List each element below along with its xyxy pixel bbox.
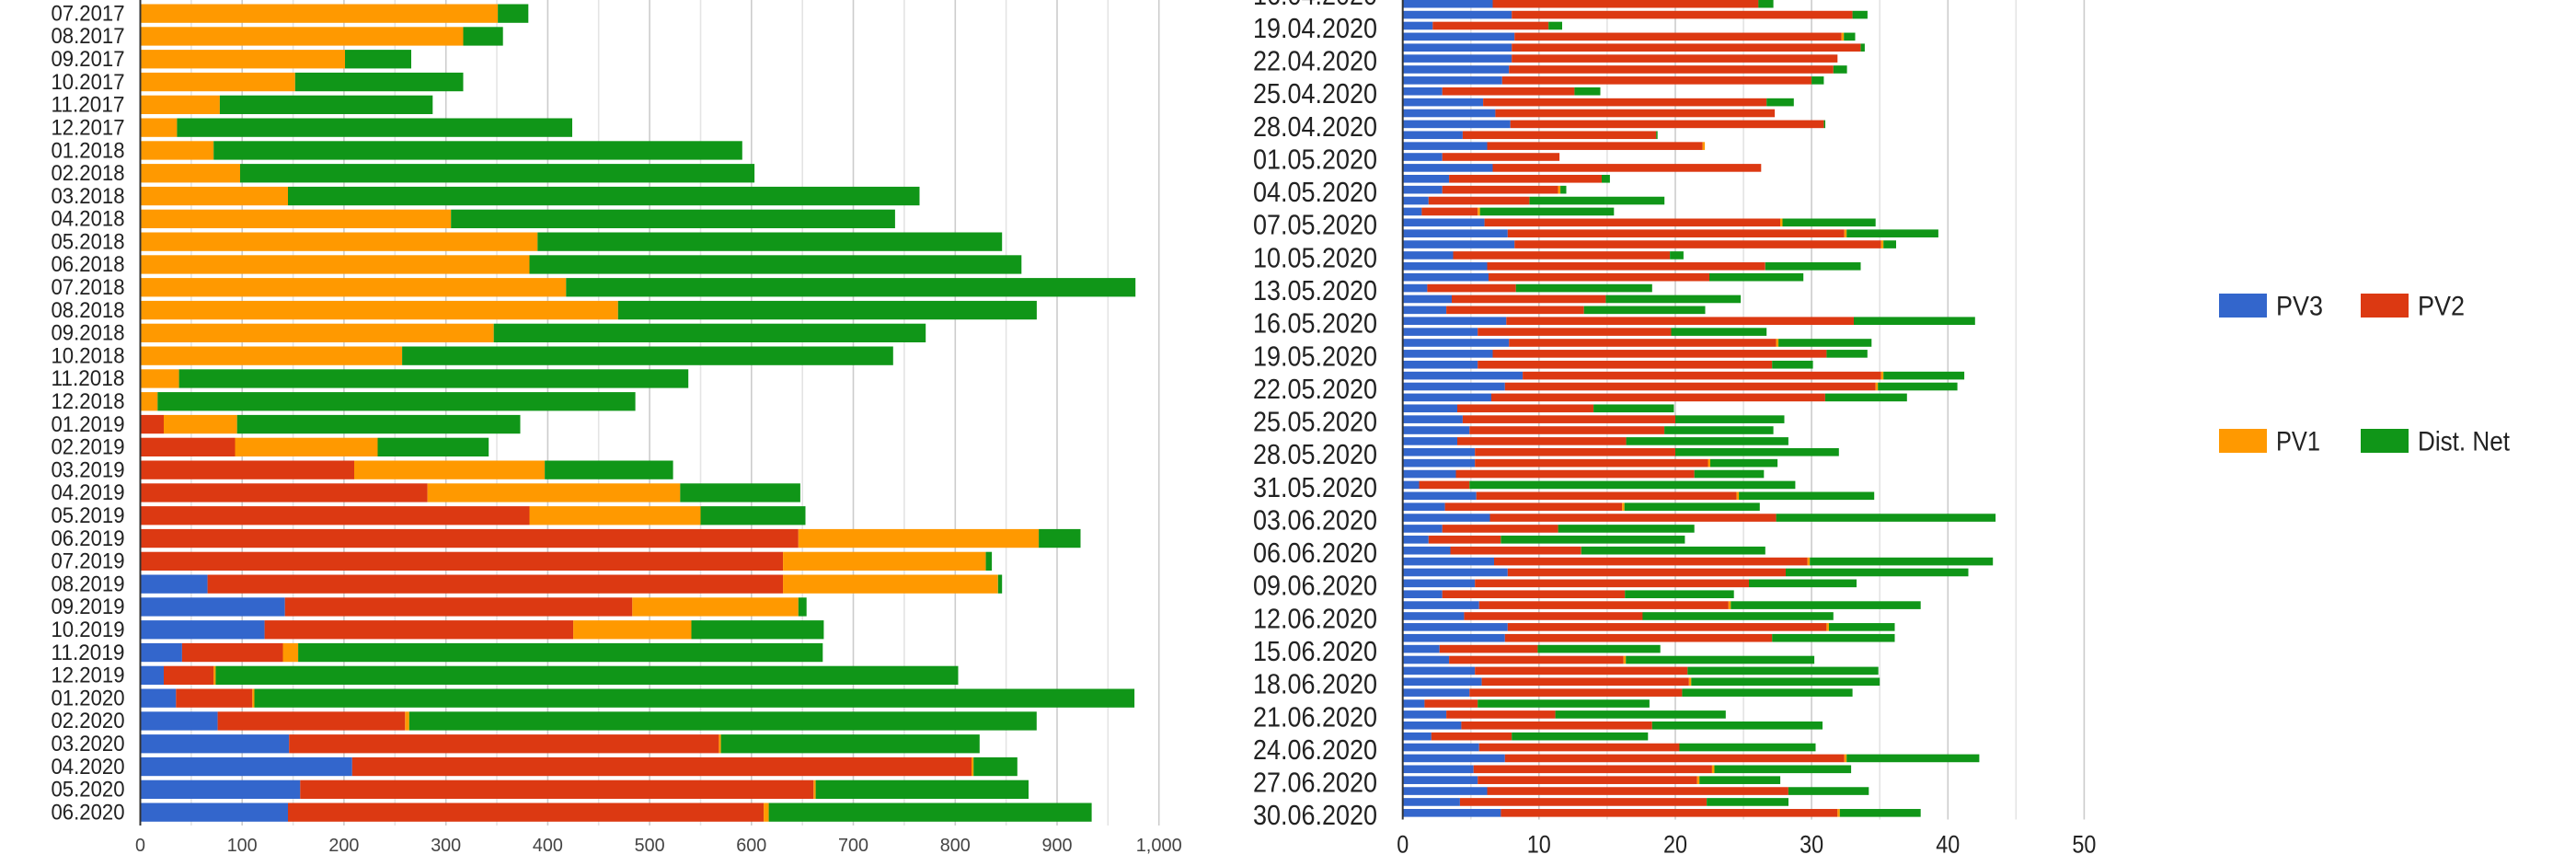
svg-text:07.05.2020: 07.05.2020 — [1253, 209, 1377, 241]
svg-text:1,000: 1,000 — [1136, 835, 1182, 856]
svg-text:800: 800 — [940, 835, 971, 856]
svg-text:PV3: PV3 — [2276, 292, 2323, 322]
svg-text:22.04.2020: 22.04.2020 — [1253, 45, 1377, 77]
svg-text:11.2017: 11.2017 — [52, 93, 125, 118]
svg-text:10: 10 — [1527, 830, 1551, 858]
svg-text:19.04.2020: 19.04.2020 — [1253, 12, 1377, 44]
svg-text:07.2017: 07.2017 — [52, 1, 125, 26]
svg-text:09.2019: 09.2019 — [52, 595, 125, 619]
svg-text:16.05.2020: 16.05.2020 — [1253, 307, 1377, 340]
svg-text:10.2019: 10.2019 — [52, 618, 125, 642]
svg-text:10.2018: 10.2018 — [52, 343, 125, 368]
svg-text:16.04.2020: 16.04.2020 — [1253, 0, 1377, 11]
svg-text:12.2019: 12.2019 — [52, 664, 125, 688]
svg-text:24.06.2020: 24.06.2020 — [1253, 733, 1377, 766]
svg-text:PV1: PV1 — [2276, 427, 2320, 457]
svg-text:18.06.2020: 18.06.2020 — [1253, 668, 1377, 700]
svg-text:200: 200 — [328, 835, 359, 856]
svg-text:08.2017: 08.2017 — [52, 24, 125, 49]
svg-text:03.06.2020: 03.06.2020 — [1253, 504, 1377, 537]
svg-text:19.05.2020: 19.05.2020 — [1253, 340, 1377, 372]
svg-text:06.2018: 06.2018 — [52, 252, 125, 277]
svg-text:12.06.2020: 12.06.2020 — [1253, 602, 1377, 634]
svg-text:02.2018: 02.2018 — [52, 161, 125, 186]
svg-text:04.2018: 04.2018 — [52, 207, 125, 232]
svg-text:07.2018: 07.2018 — [52, 275, 125, 300]
svg-text:20: 20 — [1663, 830, 1687, 858]
svg-text:0: 0 — [135, 835, 145, 856]
svg-text:50: 50 — [2072, 830, 2096, 858]
svg-text:100: 100 — [227, 835, 258, 856]
svg-text:04.2020: 04.2020 — [52, 755, 125, 779]
svg-text:13.05.2020: 13.05.2020 — [1253, 274, 1377, 306]
svg-text:09.2018: 09.2018 — [52, 321, 125, 346]
svg-text:28.05.2020: 28.05.2020 — [1253, 438, 1377, 470]
svg-text:01.2019: 01.2019 — [52, 412, 125, 437]
svg-text:0: 0 — [1397, 830, 1409, 858]
svg-text:22.05.2020: 22.05.2020 — [1253, 373, 1377, 405]
svg-text:12.2018: 12.2018 — [52, 389, 125, 414]
svg-text:04.2019: 04.2019 — [52, 480, 125, 505]
svg-text:11.2019: 11.2019 — [52, 641, 125, 665]
svg-text:08.2018: 08.2018 — [52, 298, 125, 323]
svg-text:03.2020: 03.2020 — [52, 732, 125, 756]
svg-text:01.2020: 01.2020 — [52, 686, 125, 710]
svg-text:700: 700 — [838, 835, 868, 856]
svg-text:11.2018: 11.2018 — [52, 366, 125, 391]
svg-text:40: 40 — [1936, 830, 1960, 858]
svg-text:600: 600 — [736, 835, 766, 856]
svg-text:500: 500 — [635, 835, 665, 856]
svg-text:03.2019: 03.2019 — [52, 457, 125, 482]
svg-text:03.2018: 03.2018 — [52, 184, 125, 209]
svg-text:02.2020: 02.2020 — [52, 709, 125, 733]
svg-text:09.2017: 09.2017 — [52, 47, 125, 72]
svg-text:10.2017: 10.2017 — [52, 70, 125, 95]
svg-text:06.2020: 06.2020 — [52, 800, 125, 825]
svg-text:27.06.2020: 27.06.2020 — [1253, 767, 1377, 799]
svg-text:30: 30 — [1800, 830, 1823, 858]
svg-text:25.05.2020: 25.05.2020 — [1253, 406, 1377, 438]
svg-text:300: 300 — [431, 835, 461, 856]
svg-text:Dist. Net: Dist. Net — [2418, 427, 2511, 457]
svg-text:07.2019: 07.2019 — [52, 549, 125, 574]
svg-text:05.2020: 05.2020 — [52, 778, 125, 802]
svg-text:PV2: PV2 — [2418, 292, 2465, 322]
svg-text:08.2019: 08.2019 — [52, 572, 125, 596]
svg-text:30.06.2020: 30.06.2020 — [1253, 799, 1377, 831]
svg-text:31.05.2020: 31.05.2020 — [1253, 471, 1377, 503]
svg-text:05.2018: 05.2018 — [52, 229, 125, 254]
svg-text:06.06.2020: 06.06.2020 — [1253, 537, 1377, 569]
svg-text:28.04.2020: 28.04.2020 — [1253, 110, 1377, 143]
svg-text:04.05.2020: 04.05.2020 — [1253, 176, 1377, 208]
svg-text:900: 900 — [1042, 835, 1073, 856]
svg-text:05.2019: 05.2019 — [52, 503, 125, 528]
svg-text:10.05.2020: 10.05.2020 — [1253, 241, 1377, 273]
svg-text:15.06.2020: 15.06.2020 — [1253, 635, 1377, 667]
svg-text:01.2018: 01.2018 — [52, 138, 125, 163]
svg-text:400: 400 — [533, 835, 563, 856]
svg-text:25.04.2020: 25.04.2020 — [1253, 77, 1377, 110]
svg-text:12.2017: 12.2017 — [52, 116, 125, 141]
svg-text:09.06.2020: 09.06.2020 — [1253, 570, 1377, 602]
svg-text:06.2019: 06.2019 — [52, 526, 125, 551]
svg-text:21.06.2020: 21.06.2020 — [1253, 700, 1377, 733]
svg-text:01.05.2020: 01.05.2020 — [1253, 143, 1377, 175]
svg-text:02.2019: 02.2019 — [52, 435, 125, 460]
